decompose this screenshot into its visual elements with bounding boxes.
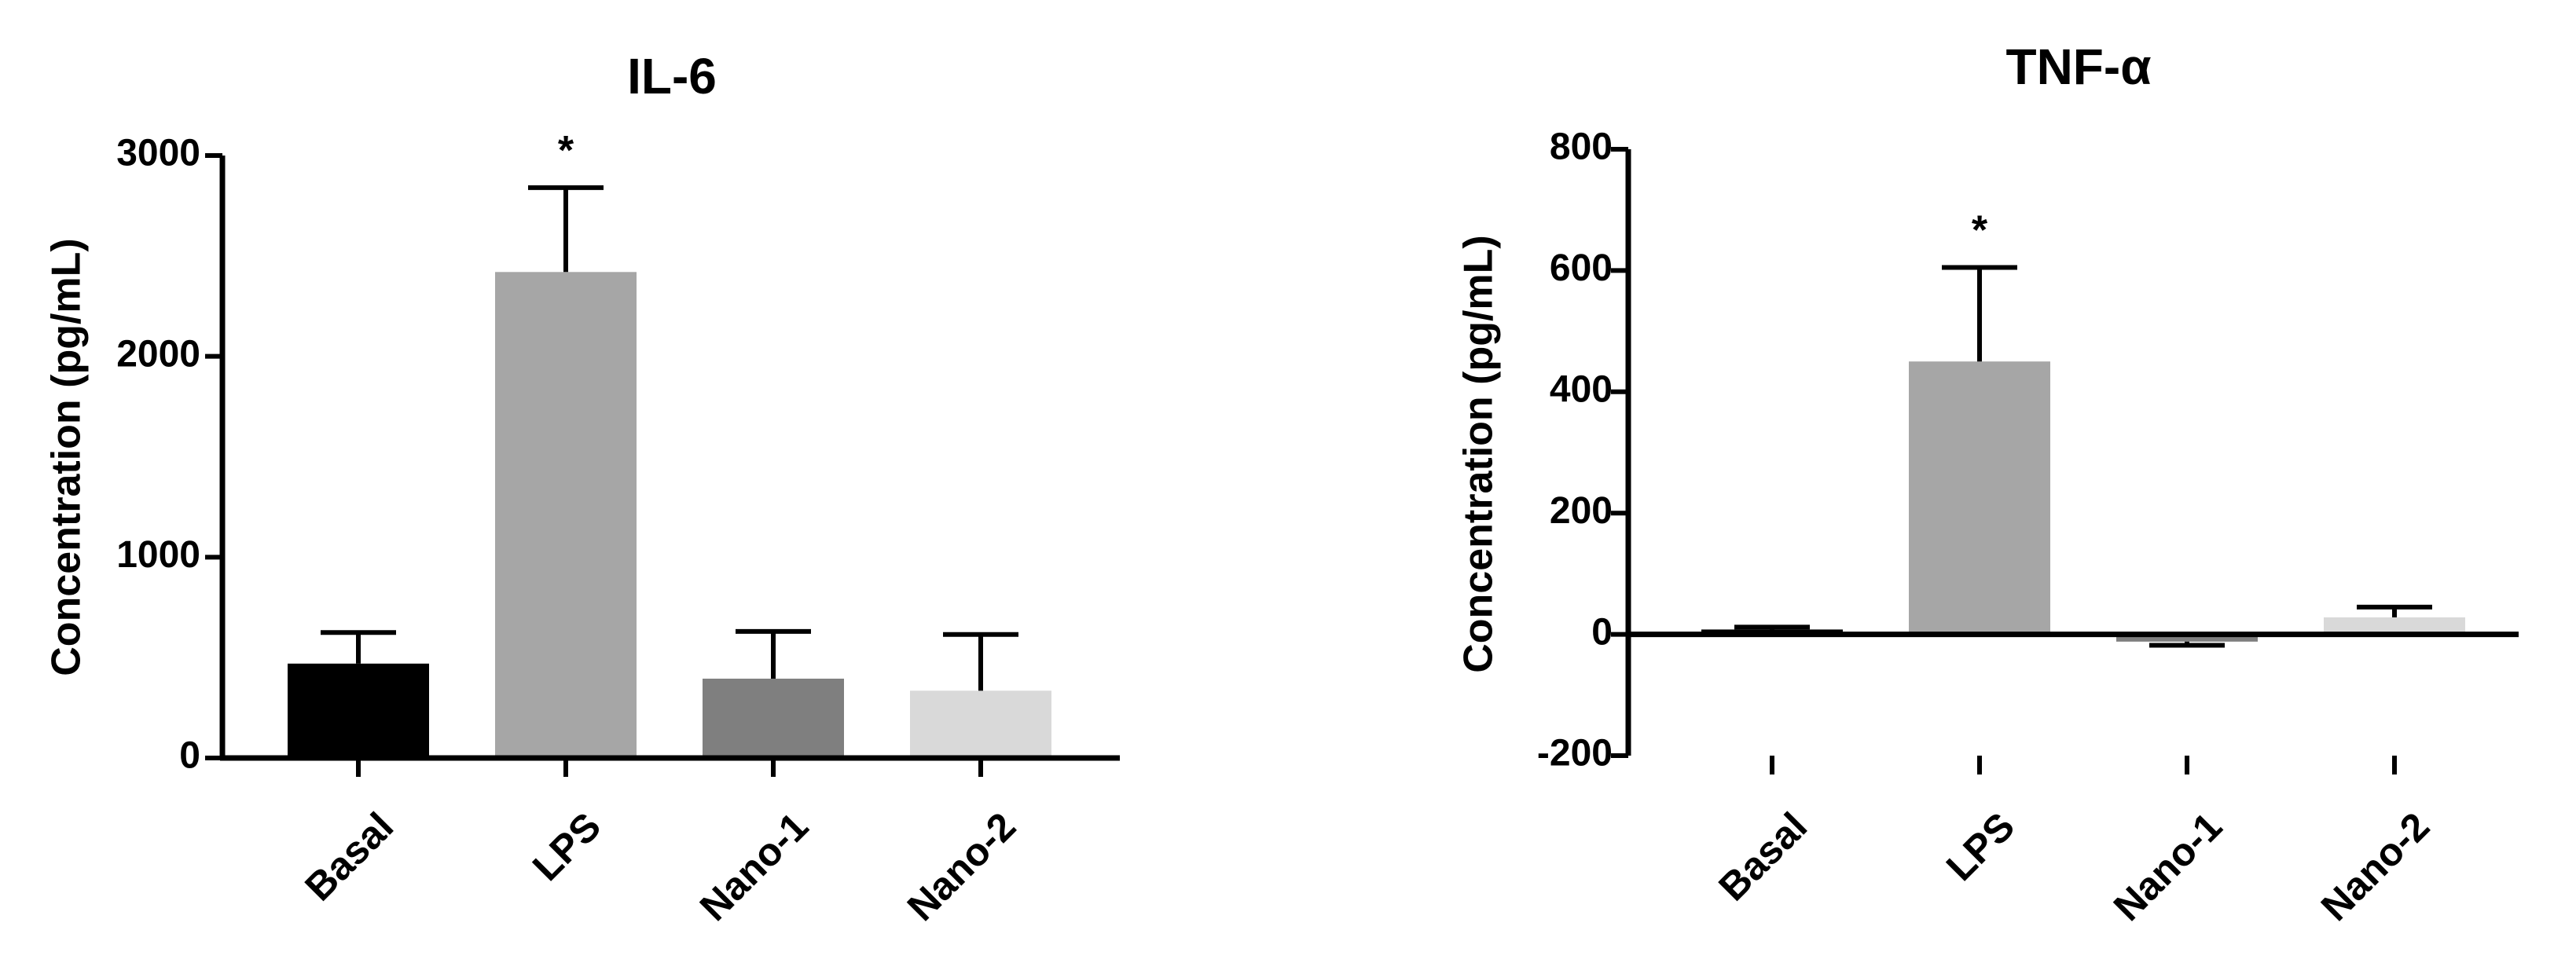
bar-nano-2 [2324, 617, 2465, 635]
bar-lps [495, 272, 637, 759]
x-tick-label: Nano-1 [692, 804, 816, 929]
significance-marker: * [558, 128, 574, 174]
x-tick-label: LPS [1938, 804, 2023, 889]
chart-title: IL-6 [627, 48, 717, 104]
significance-marker: * [1972, 208, 1988, 254]
x-tick-label: Basal [296, 804, 402, 910]
x-tick-label: Nano-1 [2105, 804, 2230, 929]
chart-title: TNF-α [2005, 38, 2151, 95]
y-tick-label: 3000 [116, 133, 200, 174]
y-tick-label: -200 [1537, 733, 1613, 774]
y-tick-label: 1000 [116, 534, 200, 576]
x-tick-label: Nano-2 [2313, 804, 2438, 929]
y-tick-label: 0 [179, 735, 200, 777]
chart-panel-1: IL-6 Concentration (pg/mL) 0 1000 2000 3000 Ba… [44, 48, 1120, 929]
bar-basal [288, 663, 429, 758]
y-tick-label: 2000 [116, 333, 200, 375]
bar-nano-1 [2116, 634, 2258, 642]
bar-lps [1909, 361, 2050, 635]
x-tick-label: Nano-2 [899, 804, 1024, 929]
y-axis-label: Concentration (pg/mL) [44, 238, 90, 676]
x-tick-label: Basal [1710, 804, 1815, 910]
y-tick-label: 0 [1591, 611, 1613, 653]
bar-nano-1 [703, 679, 844, 758]
y-axis-label: Concentration (pg/mL) [1456, 235, 1502, 673]
chart-panel-2: TNF-α Concentration (pg/mL) -200 0 200 400 600… [1456, 38, 2519, 929]
bar-nano-2 [910, 690, 1051, 758]
y-tick-label: 400 [1550, 368, 1613, 410]
y-tick-label: 200 [1550, 490, 1613, 532]
y-tick-label: 800 [1550, 126, 1613, 168]
x-tick-label: LPS [524, 804, 609, 889]
y-tick-label: 600 [1550, 247, 1613, 289]
